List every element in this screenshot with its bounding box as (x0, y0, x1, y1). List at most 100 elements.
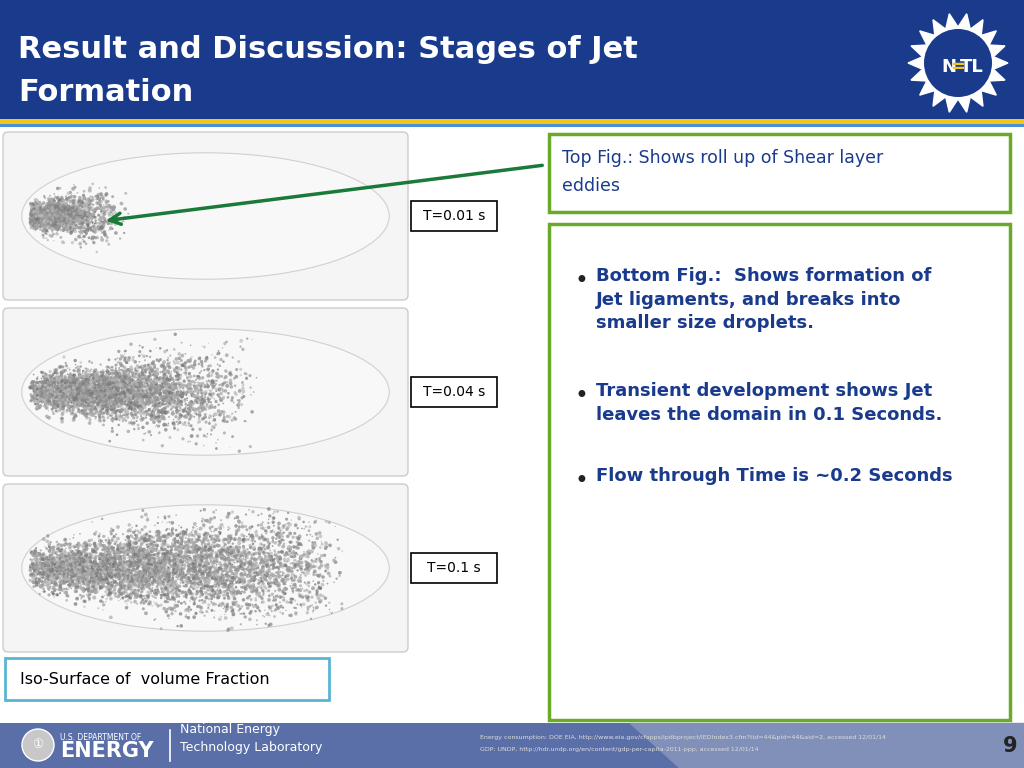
Point (112, 366, 128, 379)
Point (28, 214, 44, 227)
Point (96, 389, 113, 402)
Point (66, 194, 82, 207)
Point (118, 548, 134, 561)
Point (230, 604, 247, 617)
Point (220, 536, 237, 548)
Point (148, 576, 165, 588)
Point (77, 569, 93, 581)
Point (67, 385, 83, 397)
Point (70, 377, 86, 389)
Point (65, 210, 81, 223)
Point (205, 572, 221, 584)
Point (162, 379, 178, 391)
Point (166, 390, 182, 402)
Point (172, 411, 188, 423)
Point (136, 564, 153, 576)
Point (37, 382, 53, 395)
Point (188, 549, 205, 561)
Point (113, 553, 129, 565)
Point (242, 576, 258, 588)
Point (62, 372, 79, 385)
Point (198, 564, 214, 576)
Point (145, 388, 162, 400)
Point (158, 556, 174, 568)
Point (65, 200, 81, 212)
Point (167, 562, 183, 574)
Point (251, 587, 267, 599)
Point (284, 573, 300, 585)
Point (275, 559, 292, 571)
Point (30, 213, 46, 225)
Point (54, 372, 71, 384)
Point (80, 380, 96, 392)
Point (58, 204, 75, 216)
Bar (0, 124, 1024, 127)
Point (133, 547, 150, 559)
Point (34, 554, 50, 566)
Point (45, 392, 61, 404)
Point (152, 561, 168, 574)
Point (56, 211, 73, 223)
Point (253, 556, 269, 568)
Point (115, 565, 131, 578)
Point (170, 559, 186, 571)
Point (179, 571, 196, 584)
Point (80, 386, 96, 398)
Point (229, 399, 246, 411)
Point (145, 377, 162, 389)
Point (76, 585, 92, 598)
Point (202, 415, 218, 427)
Point (61, 386, 78, 399)
Point (209, 549, 225, 561)
Point (55, 578, 72, 590)
Point (246, 543, 262, 555)
Point (196, 565, 212, 578)
Point (296, 566, 312, 578)
Point (238, 556, 254, 568)
Point (208, 562, 224, 574)
Point (128, 570, 144, 582)
Point (165, 550, 181, 562)
Point (110, 560, 126, 572)
Point (63, 560, 80, 572)
Point (126, 584, 142, 596)
Point (93, 221, 110, 233)
Point (278, 581, 294, 594)
Point (134, 561, 151, 574)
Point (86, 569, 102, 581)
Point (261, 550, 278, 562)
Point (53, 200, 70, 213)
Point (42, 200, 58, 213)
Point (54, 207, 71, 220)
Point (44, 217, 60, 229)
Point (40, 218, 56, 230)
Point (155, 558, 171, 571)
Point (150, 392, 166, 404)
Point (130, 567, 146, 579)
Point (98, 403, 115, 415)
Point (255, 522, 271, 535)
Point (104, 380, 121, 392)
Point (212, 556, 228, 568)
Point (38, 381, 54, 393)
Point (124, 363, 140, 376)
Point (111, 385, 127, 397)
Point (257, 543, 273, 555)
Point (25, 208, 41, 220)
Point (160, 590, 176, 602)
Point (123, 542, 139, 554)
Point (32, 223, 48, 236)
Point (166, 568, 182, 580)
Point (55, 223, 72, 235)
Point (52, 215, 69, 227)
Point (174, 586, 190, 598)
Point (140, 545, 157, 558)
Point (98, 583, 115, 595)
Point (138, 376, 155, 388)
Point (54, 393, 71, 406)
Point (194, 394, 210, 406)
Point (26, 558, 42, 571)
Point (45, 207, 61, 219)
Point (156, 392, 172, 405)
Point (67, 369, 83, 382)
